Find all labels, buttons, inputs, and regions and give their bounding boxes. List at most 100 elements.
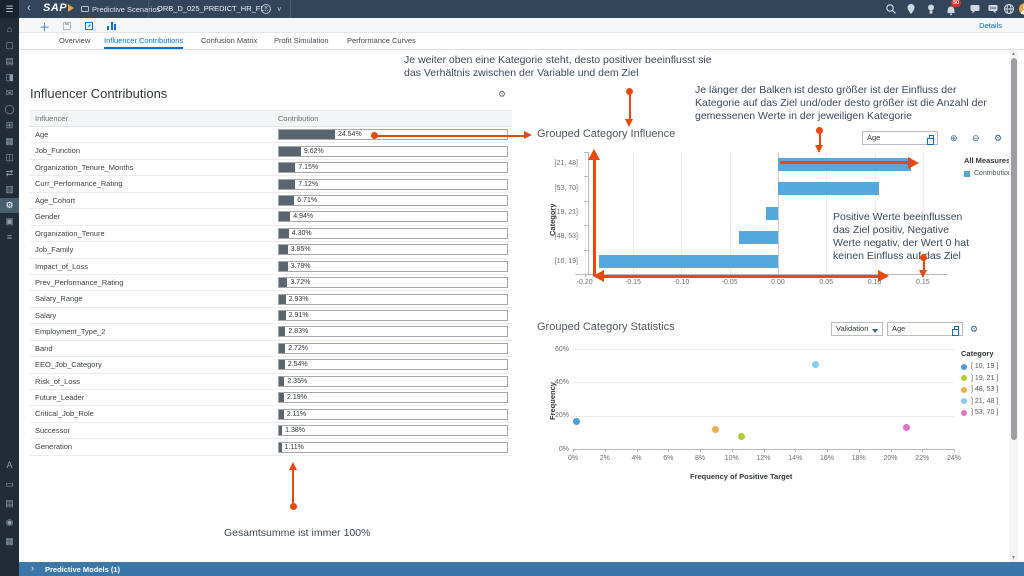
document-tab[interactable]: ORB_D_025_PREDICT_HR_FL... ∨ — [148, 0, 291, 18]
category-filter-input[interactable]: Age — [862, 131, 938, 145]
user-avatar[interactable] — [1019, 3, 1024, 15]
table-row[interactable]: Job_Function 9.62% — [30, 143, 512, 160]
scrollbar[interactable]: ▲ ▼ — [1009, 50, 1018, 562]
help-globe-icon[interactable] — [1003, 3, 1015, 15]
influence-bar[interactable] — [766, 206, 778, 220]
sidebar-item-icon[interactable]: ▣ — [5, 216, 14, 226]
contribution-cell: 1.38% — [278, 425, 508, 437]
zoom-in-icon[interactable]: ⊕ — [950, 133, 958, 143]
table-row[interactable]: Successor 1.38% — [30, 423, 512, 440]
add-icon[interactable]: ＋ — [39, 22, 50, 34]
sidebar-item-icon[interactable]: ▤ — [5, 56, 14, 66]
table-row[interactable]: Band 2.72% — [30, 341, 512, 358]
scatter-point[interactable] — [712, 425, 720, 433]
scatter-point[interactable] — [902, 423, 910, 431]
zoom-out-icon[interactable]: ⊖ — [972, 133, 980, 143]
details-link[interactable]: Details — [979, 21, 1002, 30]
sidebar-item-icon[interactable]: ⚙ — [0, 198, 19, 213]
sidebar-item-icon[interactable]: ▤ — [5, 498, 14, 508]
influence-bar[interactable] — [777, 182, 880, 196]
tab-confusion-matrix[interactable]: Confusion Matrix — [201, 36, 258, 45]
sidebar-item-icon[interactable]: ▢ — [5, 40, 14, 50]
contribution-cell: 2.54% — [278, 359, 508, 371]
chart-view-icon[interactable] — [107, 22, 117, 30]
legend-item[interactable]: ] 48, 53 ] — [961, 384, 1021, 395]
influence-bar[interactable] — [599, 255, 778, 269]
sidebar-item-icon[interactable]: ⇄ — [5, 168, 14, 178]
table-row[interactable]: Salary 2.91% — [30, 308, 512, 325]
predictive-models-panel-bar[interactable]: › Predictive Models (1) — [19, 562, 1024, 576]
chart2-settings-gear-icon[interactable]: ⚙ — [970, 324, 979, 334]
tab-overview[interactable]: Overview — [59, 36, 91, 45]
notifications-bell-icon[interactable]: 50 — [945, 0, 961, 16]
legend-item[interactable]: ] 21, 48 ] — [961, 396, 1021, 407]
table-row[interactable]: Prev_Performance_Rating 3.72% — [30, 275, 512, 292]
table-row[interactable]: Generation 1.11% — [30, 439, 512, 456]
contribution-bar — [279, 360, 285, 370]
back-icon[interactable]: ‹ — [27, 2, 31, 14]
table-row[interactable]: Future_Leader 2.19% — [30, 390, 512, 407]
table-row[interactable]: Organization_Tenure 4.30% — [30, 226, 512, 243]
table-row[interactable]: EEO_Job_Category 2.54% — [30, 357, 512, 374]
tab-profit-simulation[interactable]: Profit Simulation — [274, 36, 329, 45]
statistics-x-tick-label: 10% — [724, 455, 739, 462]
table-row[interactable]: Critical_Job_Role 2.11% — [30, 406, 512, 423]
sidebar-item-icon[interactable]: ◫ — [5, 152, 14, 162]
save-icon[interactable] — [63, 22, 71, 30]
table-row[interactable]: Gender 4.94% — [30, 209, 512, 226]
sidebar-item-icon[interactable]: ▥ — [5, 184, 14, 194]
table-row[interactable]: Impact_of_Loss 3.78% — [30, 259, 512, 275]
lightbulb-icon[interactable] — [925, 3, 937, 15]
sidebar-item-icon[interactable]: ▦ — [5, 536, 14, 546]
sidebar-item-icon[interactable]: ⊞ — [5, 120, 14, 130]
legend-item[interactable]: ] 19, 21 ] — [961, 373, 1021, 384]
scroll-down-icon[interactable]: ▼ — [1011, 555, 1016, 561]
sidebar-item-icon[interactable]: ⌂ — [6, 24, 13, 34]
contribution-value: 3.72% — [290, 279, 311, 287]
value-help-icon[interactable] — [927, 135, 934, 145]
table-row[interactable]: Organization_Tenure_Months 7.15% — [30, 160, 512, 177]
chart-settings-gear-icon[interactable]: ⚙ — [994, 133, 1003, 143]
statistics-x-tick-label: 8% — [694, 455, 706, 462]
close-document-icon[interactable]: × — [261, 4, 271, 14]
sidebar-item-icon[interactable]: ◯ — [4, 104, 15, 114]
scatter-point[interactable] — [737, 433, 745, 440]
dataset-select[interactable]: Validation — [831, 322, 883, 336]
influence-gridline — [922, 152, 924, 274]
table-settings-gear-icon[interactable]: ⚙ — [498, 89, 507, 99]
sidebar-item-icon[interactable]: A — [6, 460, 13, 470]
sidebar-item-icon[interactable]: ◨ — [5, 72, 14, 82]
table-row[interactable]: Risk_of_Loss 2.35% — [30, 374, 512, 390]
search-icon[interactable] — [885, 3, 897, 15]
menu-icon[interactable]: ☰ — [0, 0, 19, 18]
legend-item[interactable]: [ 10, 19 ] — [961, 361, 1021, 372]
table-row[interactable]: Job_Family 3.85% — [30, 242, 512, 259]
table-row[interactable]: Salary_Range 2.93% — [30, 291, 512, 308]
chat-icon[interactable] — [969, 3, 981, 15]
sidebar-item-icon[interactable]: ▦ — [5, 136, 14, 146]
value-help-icon[interactable] — [952, 326, 959, 336]
chevron-down-icon[interactable]: ∨ — [276, 6, 282, 13]
location-pin-icon[interactable] — [905, 3, 917, 15]
legend-item[interactable]: Contribution — [964, 168, 1024, 179]
table-row[interactable]: Curr_Performance_Rating 7.12% — [30, 176, 512, 193]
tab-performance-curves[interactable]: Performance Curves — [347, 36, 416, 45]
influence-bar[interactable] — [739, 230, 778, 244]
table-row[interactable]: Employment_Type_2 2.83% — [30, 324, 512, 341]
influence-bar[interactable] — [777, 157, 912, 171]
sidebar-item-icon[interactable]: ≡ — [6, 232, 13, 242]
legend-item[interactable]: ] 53, 70 ] — [961, 407, 1021, 418]
export-icon[interactable] — [85, 22, 93, 30]
sidebar-item-icon[interactable]: ◉ — [5, 517, 14, 527]
category-filter-input-2[interactable]: Age — [887, 322, 963, 336]
sidebar-item-icon[interactable]: ▭ — [5, 479, 14, 489]
scrollbar-thumb[interactable] — [1010, 58, 1017, 440]
table-row[interactable]: Age_Cohort 6.71% — [30, 193, 512, 210]
scroll-up-icon[interactable]: ▲ — [1011, 51, 1016, 57]
tab-influencer-contributions[interactable]: Influencer Contributions — [104, 33, 184, 49]
scatter-point[interactable] — [572, 418, 580, 425]
expand-chevron-icon[interactable]: › — [31, 563, 34, 573]
sidebar-item-icon[interactable]: ✉ — [5, 88, 14, 98]
feedback-icon[interactable] — [987, 3, 999, 15]
scatter-point[interactable] — [812, 361, 820, 369]
